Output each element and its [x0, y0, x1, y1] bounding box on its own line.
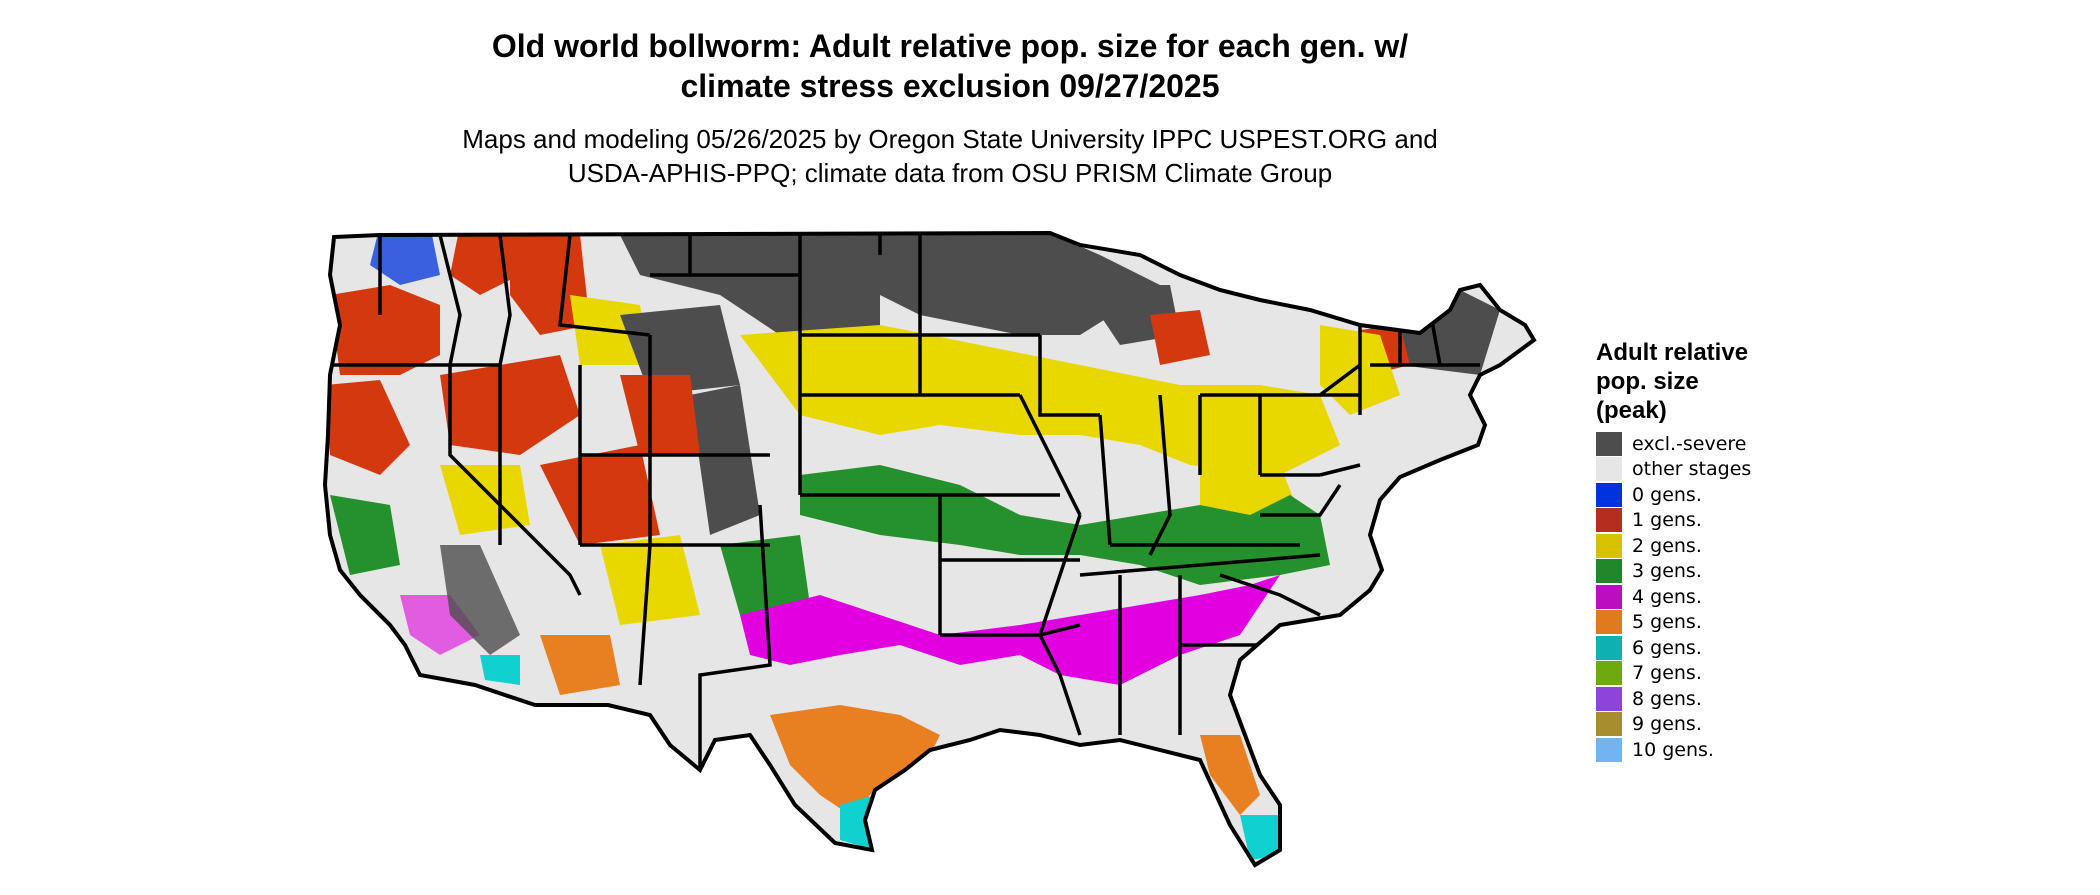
- region-gen1: [330, 285, 440, 375]
- legend-item: 7 gens.: [1596, 661, 1751, 687]
- state-border: [498, 234, 512, 366]
- legend-swatch: [1596, 686, 1622, 711]
- legend-swatch: [1596, 584, 1622, 609]
- legend-swatch: [1596, 737, 1622, 762]
- state-border: [1260, 484, 1342, 517]
- map-subtitle: Maps and modeling 05/26/2025 by Oregon S…: [0, 122, 1900, 190]
- legend-item: excl.-severe: [1596, 431, 1751, 457]
- legend-item: 1 gens.: [1596, 508, 1751, 534]
- state-border: [1038, 634, 1082, 736]
- state-border: [1038, 514, 1082, 636]
- legend-item: 10 gens.: [1596, 737, 1751, 763]
- region-gen6: [480, 655, 520, 685]
- legend-swatch: [1596, 482, 1622, 507]
- region-gen5: [1200, 735, 1260, 815]
- region-gen6: [840, 795, 875, 850]
- region-gen3: [330, 495, 400, 575]
- legend-swatch: [1596, 635, 1622, 660]
- legend: Adult relative pop. size (peak) excl.-se…: [1596, 338, 1751, 763]
- state-border: [438, 234, 462, 366]
- region-gen0: [370, 233, 440, 285]
- map-title-line-2: climate stress exclusion 09/27/2025: [680, 68, 1220, 104]
- legend-item: 0 gens.: [1596, 482, 1751, 508]
- legend-item: other stages: [1596, 457, 1751, 483]
- region-gen1: [620, 375, 700, 455]
- region-gen2: [600, 535, 700, 625]
- state-border: [1219, 573, 1321, 617]
- region-gen1: [540, 445, 660, 545]
- state-border: [448, 365, 582, 596]
- region-gen1: [440, 355, 580, 455]
- region-gen1: [1150, 310, 1210, 365]
- legend-item: 6 gens.: [1596, 635, 1751, 661]
- legend-swatch: [1596, 712, 1622, 737]
- legend-label: 7 gens.: [1632, 662, 1702, 685]
- state-border: [1098, 414, 1112, 546]
- legend-label: 8 gens.: [1632, 687, 1702, 710]
- legend-items: excl.-severe other stages 0 gens. 1 gens. 2 …: [1596, 431, 1751, 763]
- legend-swatch: [1596, 457, 1622, 482]
- legend-label: 9 gens.: [1632, 713, 1702, 736]
- legend-item: 5 gens.: [1596, 610, 1751, 636]
- region-gen1: [325, 380, 410, 475]
- region-excluded: [620, 235, 880, 335]
- map-subtitle-line-2: USDA-APHIS-PPQ; climate data from OSU PR…: [567, 158, 1333, 188]
- state-border: [1318, 363, 1362, 397]
- legend-item: 9 gens.: [1596, 712, 1751, 738]
- legend-swatch: [1596, 533, 1622, 558]
- legend-label: 5 gens.: [1632, 611, 1702, 634]
- legend-swatch: [1596, 508, 1622, 533]
- map-subtitle-line-1: Maps and modeling 05/26/2025 by Oregon S…: [462, 124, 1438, 154]
- region-gen6: [1240, 815, 1282, 860]
- state-border: [1038, 335, 1100, 417]
- legend-title: Adult relative pop. size (peak): [1596, 338, 1751, 425]
- state-border: [1319, 463, 1361, 477]
- state-border: [638, 544, 652, 686]
- us-generation-map: [323, 231, 1536, 867]
- region-excluded: [440, 545, 520, 655]
- region-excluded: [790, 233, 1160, 335]
- region-gen4: [740, 575, 1280, 685]
- state-border: [1018, 394, 1082, 516]
- region-excluded: [690, 385, 760, 535]
- legend-item: 2 gens.: [1596, 533, 1751, 559]
- legend-swatch: [1596, 559, 1622, 584]
- legend-item: 4 gens.: [1596, 584, 1751, 610]
- legend-title-line-1: Adult relative: [1596, 339, 1749, 366]
- region-gen2: [440, 465, 530, 535]
- legend-title-line-3: (peak): [1596, 397, 1667, 424]
- map-title-line-1: Old world bollworm: Adult relative pop. …: [491, 28, 1409, 64]
- legend-label: 3 gens.: [1632, 560, 1702, 583]
- state-border: [1148, 394, 1172, 556]
- legend-label: 2 gens.: [1632, 534, 1702, 557]
- legend-label: other stages: [1632, 458, 1752, 481]
- legend-swatch: [1596, 431, 1622, 456]
- region-gen1: [510, 233, 590, 335]
- map-title: Old world bollworm: Adult relative pop. …: [0, 26, 1900, 106]
- legend-label: excl.-severe: [1632, 432, 1747, 455]
- region-gen5: [770, 705, 940, 815]
- legend-swatch: [1596, 610, 1622, 635]
- legend-title-line-2: pop. size: [1596, 368, 1699, 395]
- state-border: [698, 504, 772, 770]
- legend-label: 4 gens.: [1632, 585, 1702, 608]
- state-border: [558, 234, 651, 337]
- legend-label: 0 gens.: [1632, 483, 1702, 506]
- legend-item: 8 gens.: [1596, 686, 1751, 712]
- legend-swatch: [1596, 661, 1622, 686]
- region-gen5: [540, 635, 620, 695]
- legend-item: 3 gens.: [1596, 559, 1751, 585]
- legend-label: 6 gens.: [1632, 636, 1702, 659]
- legend-label: 10 gens.: [1632, 738, 1714, 761]
- legend-label: 1 gens.: [1632, 509, 1702, 532]
- state-border: [1079, 553, 1321, 577]
